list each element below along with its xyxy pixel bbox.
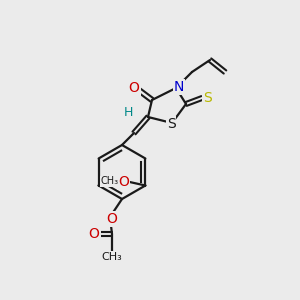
Text: O: O (106, 212, 117, 226)
Text: CH₃: CH₃ (102, 252, 122, 262)
Text: CH₃: CH₃ (100, 176, 118, 187)
Text: I: I (122, 176, 126, 190)
Text: H: H (123, 106, 133, 118)
Text: O: O (129, 81, 140, 95)
Text: S: S (202, 91, 211, 105)
Text: S: S (167, 117, 176, 131)
Text: N: N (174, 80, 184, 94)
Text: O: O (88, 227, 99, 241)
Text: O: O (118, 175, 129, 188)
